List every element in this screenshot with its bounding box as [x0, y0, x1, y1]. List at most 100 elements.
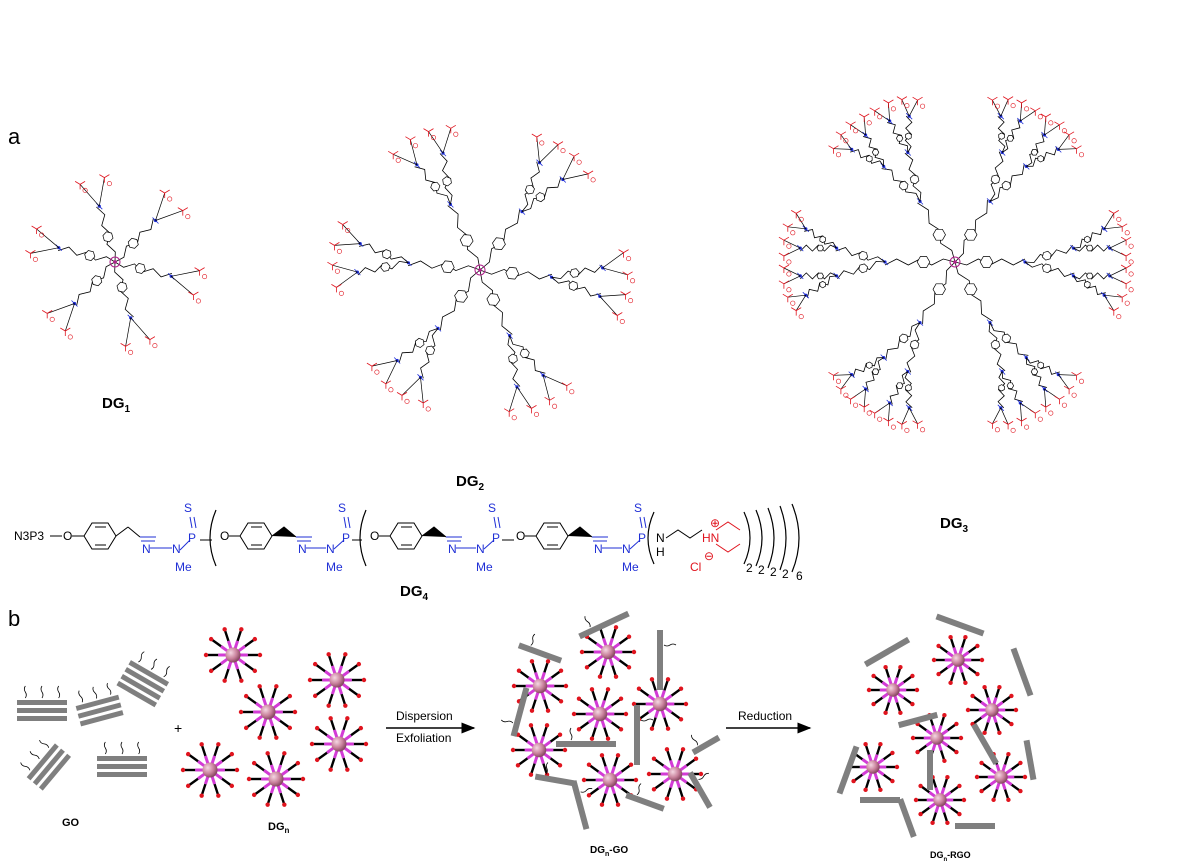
go-sheet	[625, 783, 665, 812]
rgo-sheet	[955, 823, 995, 829]
svg-text:Me: Me	[476, 560, 493, 574]
go-sheet	[534, 762, 576, 787]
rgo-sheet	[897, 711, 939, 729]
dendron-arm	[114, 261, 158, 355]
go-sheet	[501, 687, 530, 737]
svg-text:N: N	[448, 542, 457, 556]
dg2-dendrimer-structure	[327, 124, 636, 421]
svg-text:S: S	[634, 501, 642, 515]
dendrimer-sphere	[246, 751, 306, 807]
exfoliation-text: Exfoliation	[396, 731, 451, 745]
dendrimer-sphere	[180, 742, 240, 798]
dendrimer-sphere	[511, 659, 569, 713]
dendron-arm	[114, 189, 191, 263]
dendron-arm	[954, 210, 1134, 320]
dendron-arm	[479, 133, 596, 271]
svg-text:N: N	[142, 542, 151, 556]
svg-text:Me: Me	[175, 560, 192, 574]
dgn-label: DGn	[268, 821, 290, 835]
svg-text:Cl: Cl	[690, 560, 701, 574]
svg-text:N: N	[594, 542, 603, 556]
dg1-dendrimer-structure	[25, 174, 208, 355]
svg-text:Me: Me	[326, 560, 343, 574]
svg-text:N: N	[326, 542, 335, 556]
dendrimer-sphere	[931, 634, 985, 686]
dendron-arm	[25, 225, 116, 263]
dendron-arm	[954, 261, 1085, 433]
go-sheet-stacks	[17, 651, 170, 791]
dendron-arm	[41, 261, 116, 340]
dendrimer-sphere	[309, 716, 369, 772]
go-stack	[116, 651, 170, 708]
svg-text:P: P	[492, 531, 500, 545]
svg-text:2: 2	[770, 565, 777, 579]
svg-text:HN: HN	[702, 531, 719, 545]
go-sheet	[634, 705, 654, 765]
reduction-text: Reduction	[738, 709, 792, 723]
svg-text:N: N	[656, 531, 665, 545]
panel-label-a: a	[8, 124, 21, 149]
dgn-rgo-label: DGn-RGO	[930, 850, 971, 863]
svg-text:S: S	[184, 501, 192, 515]
dendrimer-sphere	[965, 684, 1019, 736]
dendrimer-sphere	[631, 677, 689, 731]
svg-text:P: P	[188, 531, 196, 545]
dendrimer-sphere	[866, 664, 920, 716]
dendrimer-sphere	[510, 723, 568, 777]
rgo-sheet	[1010, 647, 1034, 697]
dendron-arm	[828, 261, 956, 433]
svg-text:N: N	[476, 542, 485, 556]
rgo-sheet	[935, 613, 985, 637]
dendron-arm	[366, 269, 481, 412]
go-sheet	[687, 771, 713, 809]
go-stack	[75, 682, 124, 727]
dendrimer-sphere	[571, 687, 629, 741]
dg1-label: DG1	[102, 395, 131, 415]
reduction-arrow: Reduction	[726, 709, 812, 734]
go-sheet	[570, 780, 593, 830]
svg-text:2: 2	[758, 563, 765, 577]
dgn-go-label: DGn-GO	[590, 845, 628, 858]
dendron-arm	[828, 96, 956, 263]
svg-text:6: 6	[796, 569, 803, 583]
rgo-sheet	[860, 797, 900, 803]
dg3-dendrimer-structure	[778, 96, 1134, 433]
dendrimer-sphere	[307, 652, 367, 708]
dendron-arm	[479, 249, 636, 324]
go-sheet	[556, 727, 616, 747]
svg-text:H: H	[656, 545, 665, 559]
svg-text:O: O	[516, 529, 525, 543]
dendron-arm	[114, 261, 208, 304]
rgo-sheet	[971, 723, 999, 765]
go-sheet	[578, 610, 630, 640]
dendrimer-sphere	[238, 684, 298, 740]
svg-text:P: P	[638, 531, 646, 545]
rgo-sheet	[927, 750, 933, 790]
svg-text:N: N	[298, 542, 307, 556]
rgo-sheet	[897, 798, 917, 838]
dgn-rgo-composite	[836, 613, 1037, 838]
dendron-arm	[387, 124, 481, 271]
panel-label-b: b	[8, 606, 20, 631]
dendrimer-sphere	[910, 712, 964, 764]
dispersion-exfoliation-arrow: Dispersion Exfoliation	[386, 709, 476, 745]
dendrimer-sphere	[203, 627, 263, 683]
dgn-go-composite	[501, 610, 721, 830]
svg-text:⊕: ⊕	[710, 516, 720, 530]
rgo-sheet	[863, 636, 911, 668]
dendrimer-sphere	[913, 774, 967, 826]
dgn-dendrimer-spheres	[180, 627, 369, 807]
go-sheet	[691, 734, 721, 756]
dendron-arm	[479, 269, 575, 421]
dendron-arm	[327, 221, 481, 296]
dendrimer-sphere	[581, 753, 639, 807]
svg-text:2: 2	[782, 567, 789, 581]
go-stack	[17, 685, 67, 721]
dendron-arm	[778, 210, 956, 320]
go-sheet	[517, 633, 563, 664]
rgo-sheet	[1023, 739, 1037, 781]
svg-text:N: N	[622, 542, 631, 556]
go-label: GO	[62, 817, 80, 829]
formula-o1: O	[63, 529, 72, 543]
svg-text:O: O	[220, 529, 229, 543]
